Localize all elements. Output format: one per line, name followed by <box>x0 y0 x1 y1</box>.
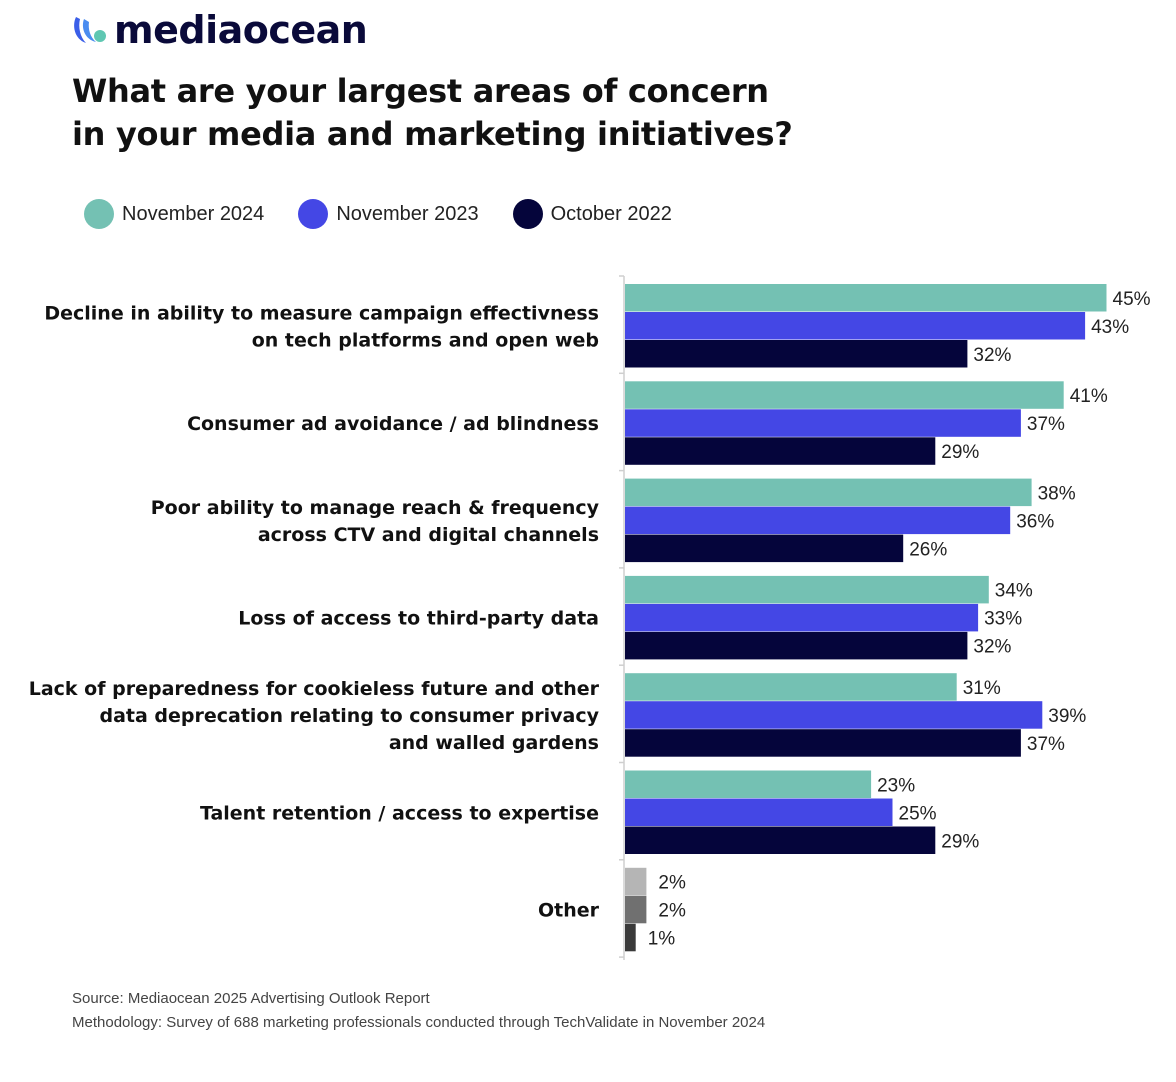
category-label: Decline in ability to measure campaign e… <box>44 302 599 324</box>
category-label: data deprecation relating to consumer pr… <box>99 705 599 727</box>
data-label: 34% <box>995 581 1033 602</box>
bar <box>625 575 989 604</box>
bar <box>625 770 872 798</box>
bar <box>625 409 1021 437</box>
bar <box>625 478 1032 507</box>
source-note: Source: Mediaocean 2025 Advertising Outl… <box>72 990 430 1007</box>
brand-name: mediaocean <box>114 8 368 52</box>
bar <box>625 284 1107 312</box>
bar <box>625 340 968 368</box>
bar <box>625 895 647 924</box>
data-label: 29% <box>941 831 979 852</box>
methodology-note: Methodology: Survey of 688 marketing pro… <box>72 1014 766 1031</box>
bar <box>625 729 1021 757</box>
category-label: Loss of access to third-party data <box>238 608 599 630</box>
title-line: What are your largest areas of concern <box>72 72 769 110</box>
data-label: 31% <box>963 678 1001 699</box>
data-label: 2% <box>658 873 686 894</box>
data-label: 23% <box>877 775 915 796</box>
data-label: 45% <box>1113 289 1151 310</box>
legend-item-nov-2023: November 2023 <box>298 199 479 229</box>
data-label: 43% <box>1091 317 1129 338</box>
data-label: 38% <box>1038 483 1076 504</box>
data-label: 32% <box>973 637 1011 658</box>
bar <box>625 798 893 826</box>
legend-item-oct-2022: October 2022 <box>512 199 672 229</box>
category-label: on tech platforms and open web <box>252 329 599 351</box>
legend-label: October 2022 <box>550 202 672 225</box>
footer: Source: Mediaocean 2025 Advertising Outl… <box>72 987 765 1035</box>
bar <box>625 701 1043 729</box>
bar <box>625 506 1011 535</box>
category-label: Other <box>538 900 600 922</box>
data-label: 39% <box>1048 706 1086 727</box>
category-label: Consumer ad avoidance / ad blindness <box>187 413 599 435</box>
bar <box>625 534 904 563</box>
legend-swatch <box>298 199 329 229</box>
title-line: in your media and marketing initiatives? <box>72 115 793 153</box>
legend-swatch <box>512 199 543 229</box>
data-label: 33% <box>984 609 1022 630</box>
legend-swatch <box>84 199 114 229</box>
category-label: across CTV and digital channels <box>258 524 599 546</box>
category-label: Talent retention / access to expertise <box>200 802 599 824</box>
mediaocean-wave-icon <box>74 17 106 43</box>
bar <box>625 603 979 632</box>
category-label: Poor ability to manage reach & frequency <box>151 497 600 519</box>
legend-item-nov-2024: November 2024 <box>84 199 264 229</box>
bar <box>625 826 936 854</box>
bar <box>625 631 968 660</box>
data-label: 26% <box>909 539 947 560</box>
data-label: 29% <box>941 442 979 463</box>
bar <box>625 867 647 896</box>
bar <box>625 437 936 465</box>
data-label: 37% <box>1027 734 1065 755</box>
legend: November 2024 November 2023 October 2022 <box>84 199 706 229</box>
chart-title: What are your largest areas of concern i… <box>72 70 793 156</box>
brand-logo: mediaocean <box>70 8 368 52</box>
data-label: 32% <box>973 345 1011 366</box>
legend-label: November 2024 <box>122 202 265 225</box>
data-label: 37% <box>1027 414 1065 435</box>
data-label: 25% <box>899 803 937 824</box>
bar <box>625 923 636 952</box>
category-label: and walled gardens <box>389 732 599 754</box>
data-label: 2% <box>658 901 686 922</box>
data-label: 41% <box>1070 386 1108 407</box>
data-label: 36% <box>1016 511 1054 532</box>
bar <box>625 381 1064 409</box>
data-label: 1% <box>648 929 676 950</box>
category-label: Lack of preparedness for cookieless futu… <box>29 678 600 700</box>
bar <box>625 673 957 701</box>
legend-label: November 2023 <box>336 202 479 225</box>
bar <box>625 312 1086 340</box>
